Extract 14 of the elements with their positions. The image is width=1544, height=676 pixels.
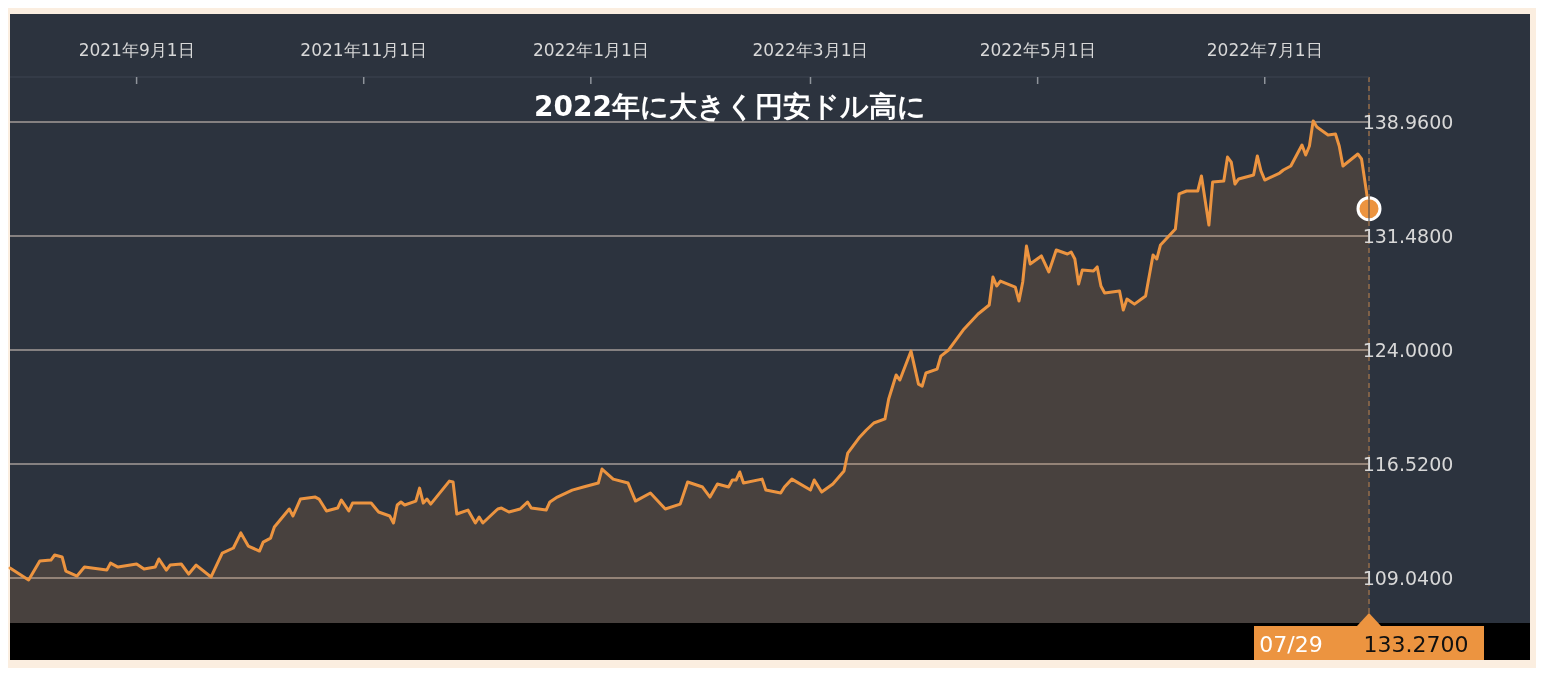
- text: 133.2700: [1363, 632, 1469, 657]
- y-tick-label: 124.0000: [1362, 339, 1454, 361]
- text: 07/29: [1259, 632, 1323, 657]
- y-tick-label: 116.5200: [1362, 453, 1454, 476]
- x-tick-label: 2022年1月1日: [532, 40, 649, 60]
- x-tick-label: 2022年7月1日: [1206, 40, 1323, 60]
- x-tick-label: 2022年3月1日: [752, 40, 869, 60]
- text: 2022年に大きく円安ドル高に: [534, 90, 926, 123]
- y-tick-label: 138.9600: [1362, 110, 1454, 133]
- x-tick-label: 2022年5月1日: [979, 40, 1096, 60]
- y-tick-label: 109.0400: [1362, 567, 1454, 590]
- y-tick-label: 131.4800: [1362, 224, 1454, 247]
- x-tick-label: 2021年9月1日: [78, 40, 195, 60]
- x-tick-label: 2021年11月1日: [300, 40, 428, 60]
